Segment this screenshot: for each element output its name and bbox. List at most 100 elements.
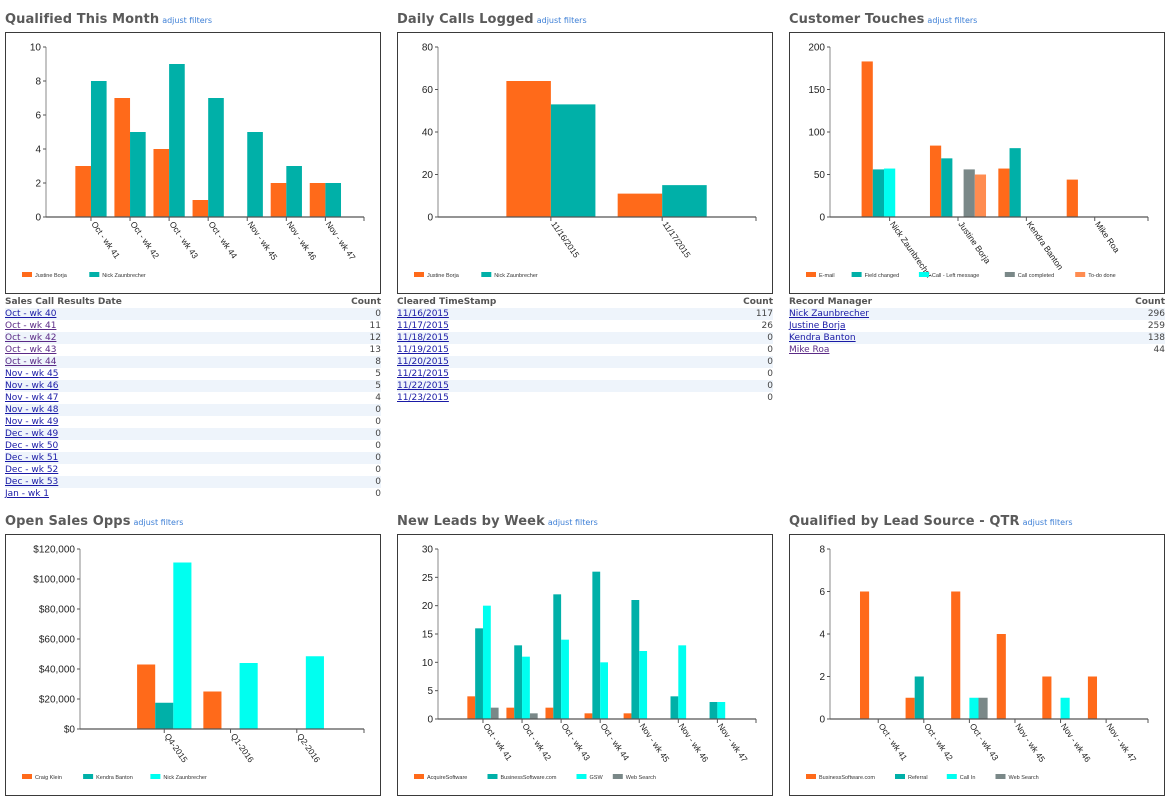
row-link[interactable]: Dec - wk 49	[5, 429, 59, 439]
row-link[interactable]: 11/23/2015	[397, 393, 449, 403]
bar[interactable]	[963, 169, 975, 217]
row-link[interactable]: Nov - wk 47	[5, 393, 59, 403]
row-link[interactable]: Jan - wk 1	[5, 489, 50, 499]
row-link[interactable]: Mike Roa	[789, 345, 830, 355]
bar[interactable]	[978, 697, 988, 719]
row-link[interactable]: 11/17/2015	[397, 321, 449, 331]
legend-item: Referral	[895, 774, 928, 781]
bar[interactable]	[239, 663, 258, 729]
bar[interactable]	[490, 707, 499, 719]
adjust-filters-link[interactable]: adjust filters	[133, 518, 184, 527]
bar[interactable]	[678, 645, 687, 719]
bar[interactable]	[859, 591, 870, 720]
bar[interactable]	[872, 169, 885, 217]
bar[interactable]	[75, 166, 91, 217]
row-link[interactable]: Oct - wk 42	[5, 333, 57, 343]
bar[interactable]	[137, 664, 156, 730]
bar[interactable]	[482, 605, 491, 719]
bar[interactable]	[1060, 697, 1070, 719]
bar[interactable]	[584, 713, 593, 719]
bar[interactable]	[905, 697, 915, 719]
bar[interactable]	[130, 132, 146, 217]
bar[interactable]	[941, 158, 953, 217]
bar[interactable]	[631, 600, 640, 719]
bar[interactable]	[996, 634, 1006, 719]
row-link[interactable]: Dec - wk 51	[5, 453, 59, 463]
bar[interactable]	[114, 98, 131, 217]
bar[interactable]	[914, 676, 924, 720]
bar[interactable]	[662, 185, 707, 217]
bar[interactable]	[155, 702, 174, 729]
bar[interactable]	[561, 639, 569, 719]
bar[interactable]	[1009, 148, 1021, 217]
row-link[interactable]: 11/16/2015	[397, 309, 449, 319]
bar[interactable]	[325, 183, 342, 217]
bar[interactable]	[929, 145, 942, 217]
adjust-filters-link[interactable]: adjust filters	[162, 16, 213, 25]
bar[interactable]	[709, 702, 718, 719]
row-link[interactable]: 11/18/2015	[397, 333, 449, 343]
bar[interactable]	[506, 707, 515, 719]
bar[interactable]	[475, 628, 483, 719]
row-link[interactable]: Justine Borja	[789, 321, 846, 331]
bar[interactable]	[553, 594, 562, 719]
bar[interactable]	[550, 104, 596, 217]
bar[interactable]	[951, 591, 961, 720]
table-row: Oct - wk 43 13	[5, 344, 381, 356]
bar[interactable]	[623, 713, 632, 719]
bar[interactable]	[514, 645, 523, 719]
bar[interactable]	[545, 707, 554, 719]
bar[interactable]	[506, 81, 551, 217]
bar[interactable]	[286, 166, 302, 217]
bar[interactable]	[861, 61, 873, 218]
row-link[interactable]: Oct - wk 44	[5, 357, 57, 367]
bar[interactable]	[617, 193, 663, 217]
row-link[interactable]: Nov - wk 49	[5, 417, 59, 427]
adjust-filters-link[interactable]: adjust filters	[927, 16, 978, 25]
bar[interactable]	[592, 571, 601, 719]
bar[interactable]	[247, 132, 263, 217]
row-link[interactable]: Dec - wk 53	[5, 477, 59, 487]
bar[interactable]	[670, 696, 679, 719]
bar[interactable]	[998, 168, 1010, 217]
bar[interactable]	[203, 691, 222, 730]
adjust-filters-link[interactable]: adjust filters	[1022, 518, 1073, 527]
row-link[interactable]: Kendra Banton	[789, 333, 856, 343]
bar[interactable]	[192, 200, 209, 217]
bar[interactable]	[974, 174, 987, 218]
bar[interactable]	[169, 64, 185, 217]
row-link[interactable]: Dec - wk 50	[5, 441, 59, 451]
row-link[interactable]: 11/22/2015	[397, 381, 449, 391]
row-link[interactable]: Oct - wk 40	[5, 309, 57, 319]
bar[interactable]	[90, 81, 107, 217]
bar[interactable]	[305, 656, 324, 729]
bar[interactable]	[600, 662, 608, 719]
row-link[interactable]: 11/19/2015	[397, 345, 449, 355]
row-link[interactable]: Nick Zaunbrecher	[789, 309, 869, 319]
bar[interactable]	[1066, 179, 1078, 217]
bar[interactable]	[522, 656, 530, 719]
bar[interactable]	[153, 149, 170, 217]
row-link[interactable]: Nov - wk 45	[5, 369, 59, 379]
row-link[interactable]: Nov - wk 46	[5, 381, 59, 391]
bar[interactable]	[1087, 676, 1098, 720]
row-link[interactable]: Oct - wk 41	[5, 321, 57, 331]
row-link[interactable]: 11/21/2015	[397, 369, 449, 379]
adjust-filters-link[interactable]: adjust filters	[536, 16, 587, 25]
bar[interactable]	[884, 168, 896, 217]
adjust-filters-link[interactable]: adjust filters	[547, 518, 598, 527]
bar[interactable]	[309, 183, 326, 217]
bar[interactable]	[969, 697, 979, 719]
bar[interactable]	[270, 183, 287, 217]
row-link[interactable]: Oct - wk 43	[5, 345, 57, 355]
row-link[interactable]: Nov - wk 48	[5, 405, 59, 415]
bar[interactable]	[173, 562, 192, 730]
bar[interactable]	[467, 696, 476, 719]
row-link[interactable]: 11/20/2015	[397, 357, 449, 367]
bar[interactable]	[1042, 676, 1052, 720]
row-link[interactable]: Dec - wk 52	[5, 465, 59, 475]
bar[interactable]	[208, 98, 224, 217]
bar[interactable]	[717, 702, 726, 719]
bar[interactable]	[639, 651, 648, 719]
bar[interactable]	[529, 713, 538, 719]
